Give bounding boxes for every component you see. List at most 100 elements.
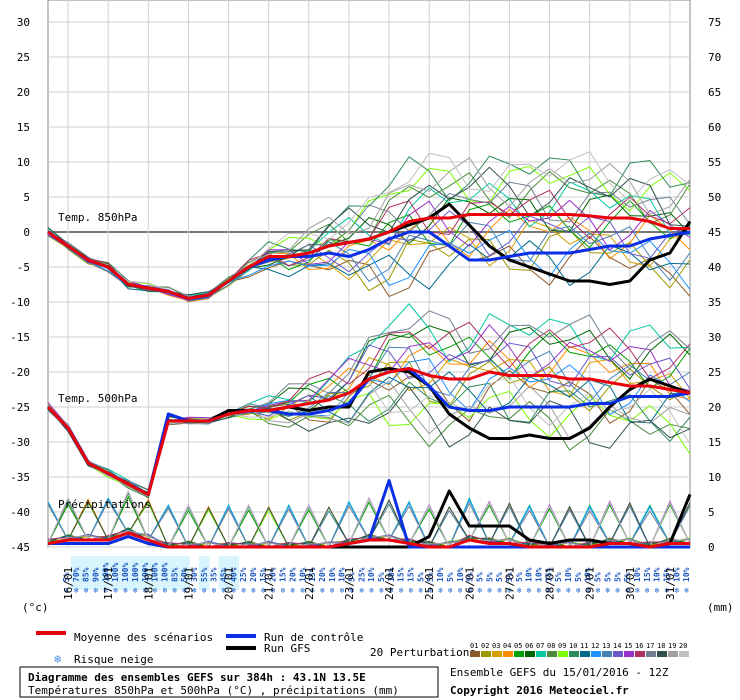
- precip-tick-label: 35: [708, 296, 721, 309]
- snow-risk-pct: 100%: [111, 563, 120, 582]
- snow-risk-cell: [80, 556, 92, 590]
- snow-risk-pct: 10%: [564, 567, 573, 582]
- snow-risk-pct: 5%: [62, 572, 71, 582]
- perturbation-swatch: [613, 651, 623, 657]
- perturbation-number: 13: [602, 642, 610, 650]
- snow-risk-pct: 5%: [623, 572, 632, 582]
- snowflake-icon: ❄: [487, 586, 492, 595]
- snow-risk-cell: [159, 556, 171, 590]
- snowflake-icon: ❄: [54, 652, 61, 666]
- snow-risk-pct: 5%: [377, 572, 386, 582]
- perturbation-swatch: [668, 651, 678, 657]
- snow-risk-pct: 55%: [200, 567, 209, 582]
- snowflake-icon: ❄: [94, 586, 99, 595]
- snow-risk-pct: 90%: [92, 567, 101, 582]
- perturbation-number: 02: [481, 642, 489, 650]
- snowflake-icon: ❄: [231, 586, 236, 595]
- temp-tick-label: 10: [17, 156, 30, 169]
- snow-risk-pct: 10%: [633, 567, 642, 582]
- precip-tick-label: 30: [708, 331, 721, 344]
- grid: [47, 0, 691, 548]
- copyright: Copyright 2016 Meteociel.fr: [450, 684, 629, 697]
- perturbation-swatch: [558, 651, 568, 657]
- legend-snow-label: Risque neige: [74, 653, 153, 666]
- snow-risk-pct: 15%: [279, 567, 288, 582]
- snowflake-icon: ❄: [261, 586, 266, 595]
- snow-risk-pct: 100%: [151, 563, 160, 582]
- snow-risk-pct: 5%: [347, 572, 356, 582]
- snowflake-icon: ❄: [448, 586, 453, 595]
- temp-tick-label: 0: [23, 226, 30, 239]
- temp-tick-label: -10: [10, 296, 30, 309]
- perturbation-number: 06: [525, 642, 533, 650]
- snowflake-icon: ❄: [369, 586, 374, 595]
- perturbation-swatch: [547, 651, 557, 657]
- precip-tick-label: 5: [708, 506, 715, 519]
- temp-tick-label: -25: [10, 401, 30, 414]
- snow-risk-pct: 100%: [131, 563, 140, 582]
- snow-risk-pct: 15%: [643, 567, 652, 582]
- footer-title: Diagramme des ensembles GEFS sur 384h : …: [28, 671, 366, 684]
- precip-tick-label: 15: [708, 436, 721, 449]
- snow-risk-pct: 100%: [141, 563, 150, 582]
- snow-risk-pct: 10%: [584, 567, 593, 582]
- temp-tick-label: 20: [17, 86, 30, 99]
- snow-risk-cell: [100, 556, 112, 590]
- x-tick-label: 31/01: [664, 567, 677, 600]
- snow-risk-cell: [169, 556, 181, 590]
- snow-risk-pct: 45%: [220, 567, 229, 582]
- snow-risk-pct: 10%: [328, 567, 337, 582]
- snow-risk-pct: 15%: [397, 567, 406, 582]
- snow-risk-pct: 10%: [298, 567, 307, 582]
- snowflake-icon: ❄: [349, 586, 354, 595]
- perturbation-number: 10: [569, 642, 577, 650]
- snowflake-icon: ❄: [192, 586, 197, 595]
- snowflake-icon: ❄: [379, 586, 384, 595]
- snow-risk-pct: 5%: [495, 572, 504, 582]
- snow-risk-pct: 10%: [367, 567, 376, 582]
- snowflake-icon: ❄: [409, 586, 414, 595]
- snowflake-icon: ❄: [586, 586, 591, 595]
- x-tick-label: 30/01: [624, 567, 637, 600]
- perturbation-number: 11: [580, 642, 588, 650]
- perturbation-number: 04: [503, 642, 511, 650]
- snowflake-icon: ❄: [674, 586, 679, 595]
- temp-tick-label: 30: [17, 16, 30, 29]
- snow-risk-cell: [228, 556, 240, 590]
- snowflake-icon: ❄: [153, 586, 158, 595]
- snow-risk-pct: 5%: [426, 572, 435, 582]
- snowflake-icon: ❄: [596, 586, 601, 595]
- perturbation-swatch: [536, 651, 546, 657]
- perturbation-swatch: [492, 651, 502, 657]
- snow-risk-pct: 20%: [288, 567, 297, 582]
- annotation-t850: Temp. 850hPa: [58, 211, 137, 224]
- x-tick-label: 19/01: [182, 567, 195, 600]
- perturbation-number: 18: [657, 642, 665, 650]
- snowflake-icon: ❄: [625, 586, 630, 595]
- snowflake-icon: ❄: [566, 586, 571, 595]
- snow-risk-pct: 40%: [229, 567, 238, 582]
- snow-risk-pct: 10%: [653, 567, 662, 582]
- snowflake-icon: ❄: [556, 586, 561, 595]
- perturbation-number: 08: [547, 642, 555, 650]
- snow-risk-pct: 85%: [82, 567, 91, 582]
- snow-risk-cell: [129, 556, 141, 590]
- temp-tick-label: -15: [10, 331, 30, 344]
- snowflake-icon: ❄: [143, 586, 148, 595]
- footer-subtitle: Températures 850hPa et 500hPa (°C) , pré…: [28, 684, 399, 697]
- precip-tick-label: 25: [708, 366, 721, 379]
- snowflake-icon: ❄: [212, 586, 217, 595]
- snowflake-icon: ❄: [64, 586, 69, 595]
- temp-tick-label: -40: [10, 506, 30, 519]
- series-t850-mean: [47, 213, 690, 300]
- perturbation-number: 14: [613, 642, 621, 650]
- x-tick-label: 18/01: [142, 567, 155, 600]
- member-t850: [47, 151, 691, 301]
- snowflake-icon: ❄: [468, 586, 473, 595]
- snowflake-icon: ❄: [162, 586, 167, 595]
- perturbation-number: 15: [624, 642, 632, 650]
- snowflake-icon: ❄: [113, 586, 118, 595]
- snow-risk-pct: 10%: [672, 567, 681, 582]
